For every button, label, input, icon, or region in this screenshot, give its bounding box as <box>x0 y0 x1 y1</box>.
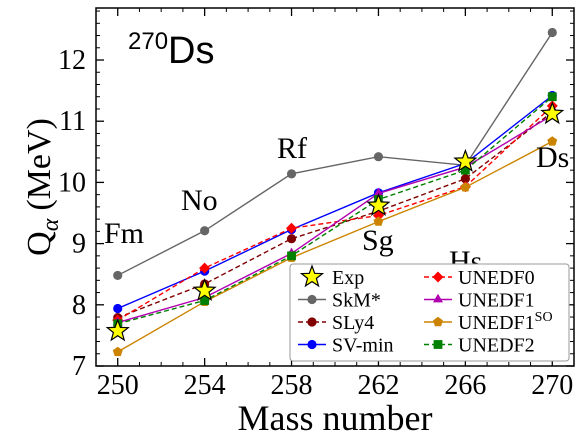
element-label-fm: Fm <box>104 217 144 250</box>
series-exp <box>105 101 565 342</box>
series-layer <box>105 27 565 357</box>
legend-marker-exp <box>299 264 325 288</box>
data-point-unedf2-270 <box>547 92 557 102</box>
data-point-exp-270 <box>540 101 565 125</box>
data-point-exp-262 <box>366 192 391 217</box>
legend-label-unedf1-so: UNEDF1SO <box>458 310 553 334</box>
legend-marker-sv-min <box>307 339 317 350</box>
data-point-skm-262 <box>373 152 384 162</box>
data-point-skm-270 <box>547 27 557 38</box>
y-tick-label-11: 11 <box>59 106 86 137</box>
chart-title-superscript: 270 <box>128 28 168 55</box>
data-point-skm-254 <box>200 226 210 236</box>
legend-label-unedf1: UNEDF1 <box>458 290 535 312</box>
legend-item-unedf1-so: UNEDF1SO <box>424 310 553 334</box>
data-point-unedf1-so-266 <box>460 182 471 192</box>
data-point-sly4-266 <box>460 174 470 184</box>
legend-marker-unedf2 <box>433 340 443 349</box>
series-line-skm <box>117 32 553 277</box>
y-axis-label-main: Q <box>21 231 58 256</box>
legend-item-unedf0: UNEDF0 <box>424 267 535 289</box>
data-point-sly4-258 <box>286 234 297 244</box>
legend-item-unedf2: UNEDF2 <box>424 335 535 357</box>
legend-label-unedf2: UNEDF2 <box>458 335 535 357</box>
data-point-unedf1-262 <box>373 187 384 197</box>
data-point-unedf1-so-270 <box>547 136 558 146</box>
legend-label-exp: Exp <box>332 267 364 289</box>
x-axis-label: Mass number <box>238 398 433 438</box>
legend-marker-sly4 <box>307 317 317 327</box>
data-point-sv-min-250 <box>113 303 123 314</box>
legend-item-skm: SkM* <box>298 290 381 312</box>
element-label-ds: Ds <box>536 141 569 174</box>
x-tick-label-250: 250 <box>97 370 139 401</box>
y-tick-label-9: 9 <box>72 229 86 260</box>
x-tick-label-262: 262 <box>357 370 399 401</box>
y-axis-label-sub: α <box>38 218 64 231</box>
legend-marker-unedf1 <box>433 293 443 303</box>
ticks-layer: 250 254 258 262 266 270 7 8 9 10 11 12 <box>58 8 574 401</box>
series-line-unedf2 <box>117 96 553 325</box>
legend-label-sly4: SLy4 <box>332 312 374 334</box>
legend-marker-unedf1-so <box>433 316 443 327</box>
data-point-skm-250 <box>113 270 123 281</box>
x-tick-label-266: 266 <box>444 370 486 401</box>
y-axis-label: Qα (MeV) <box>21 118 64 256</box>
x-tick-label-254: 254 <box>184 370 226 401</box>
data-point-unedf1-so-262 <box>373 216 384 226</box>
element-label-rf: Rf <box>277 132 307 165</box>
series-skm <box>113 27 557 281</box>
legend-item-exp: Exp <box>299 264 364 289</box>
legend-label-skm: SkM* <box>332 290 381 312</box>
element-label-sg: Sg <box>362 224 394 257</box>
y-axis-label-unit: (MeV) <box>21 118 58 211</box>
y-tick-label-8: 8 <box>72 290 86 321</box>
legend-marker-unedf0 <box>432 271 444 283</box>
legend-item-unedf1: UNEDF1 <box>424 290 535 312</box>
chart-title-main: Ds <box>168 30 214 72</box>
x-tick-label-258: 258 <box>271 370 313 401</box>
legend-label-sv-min: SV-min <box>332 335 394 357</box>
legend-label-unedf0: UNEDF0 <box>458 267 535 289</box>
element-label-no: No <box>181 184 218 217</box>
legend-item-sv-min: SV-min <box>298 335 394 357</box>
y-tick-label-12: 12 <box>58 45 86 76</box>
legend-marker-skm <box>307 294 317 305</box>
y-tick-label-10: 10 <box>58 167 86 198</box>
data-point-unedf0-254 <box>199 262 211 274</box>
data-point-unedf0-258 <box>286 222 297 234</box>
data-point-skm-258 <box>286 169 297 179</box>
data-point-unedf1-so-250 <box>112 346 123 357</box>
data-point-unedf2-258 <box>287 251 296 261</box>
data-point-unedf2-254 <box>200 296 210 305</box>
series-line-unedf1-so <box>117 140 553 353</box>
y-tick-label-7: 7 <box>72 351 86 382</box>
series-line-unedf0 <box>117 105 553 321</box>
chart-title: 270Ds <box>128 28 215 72</box>
data-point-exp-254 <box>192 277 217 302</box>
data-point-exp-266 <box>453 148 478 172</box>
data-point-exp-250 <box>105 318 130 342</box>
svg-text:Qα(MeV): Qα (MeV) <box>21 118 64 256</box>
x-tick-label-270: 270 <box>531 370 573 401</box>
legend-box <box>289 263 570 362</box>
series-line-sly4 <box>117 111 553 319</box>
data-point-unedf2-266 <box>460 165 470 175</box>
legend-item-sly4: SLy4 <box>298 312 374 334</box>
